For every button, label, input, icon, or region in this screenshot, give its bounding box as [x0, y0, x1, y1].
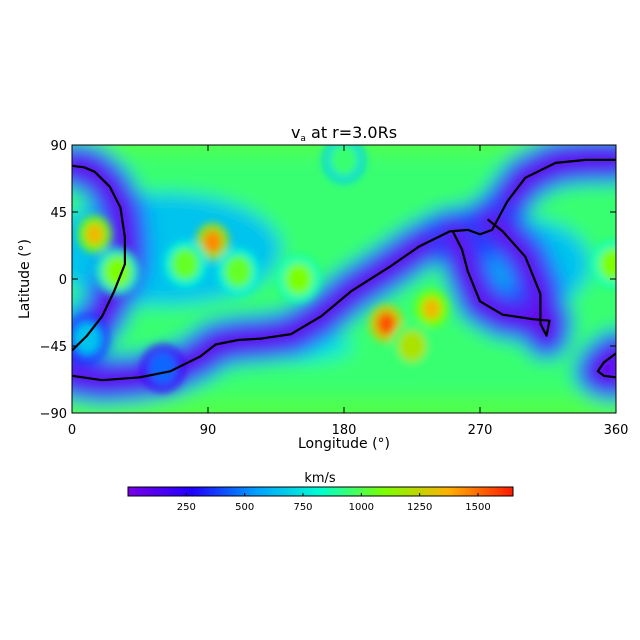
feature-core: [377, 312, 396, 335]
x-axis-label: Longitude (°): [298, 436, 390, 452]
x-tick-label: 360: [604, 423, 629, 438]
colorbar-tick-label: 750: [293, 502, 312, 513]
colorbar-tick-label: 250: [177, 502, 196, 513]
colorbar-tick-label: 1250: [407, 502, 432, 513]
neutral-line: [596, 352, 616, 379]
feature-core: [171, 248, 200, 281]
x-axis: 0 90 180 270 360: [68, 145, 629, 438]
feature-core: [422, 297, 441, 320]
contour-lines: [72, 158, 616, 382]
heatmap-features: [72, 145, 616, 393]
y-axis: 90 45 0 −45 −90: [40, 139, 616, 422]
colorbar-tick-label: 1000: [349, 502, 374, 513]
x-tick-label: 270: [468, 423, 493, 438]
neutral-line: [451, 218, 551, 337]
y-axis-label: Latitude (°): [17, 239, 33, 319]
y-tick-label: 0: [59, 273, 67, 288]
feature-core: [148, 352, 177, 385]
y-tick-label: −45: [40, 340, 67, 355]
feature-core: [203, 230, 222, 253]
x-tick-label: 90: [200, 423, 217, 438]
x-tick-label: 180: [332, 423, 357, 438]
feature-core: [598, 248, 616, 281]
heatmap: [72, 145, 616, 413]
x-tick-label: 0: [68, 423, 76, 438]
chart-title: va at r=3.0Rs: [291, 123, 397, 144]
feature-core: [284, 263, 313, 295]
neutral-line: [72, 164, 126, 352]
y-tick-label: 90: [50, 139, 67, 154]
feature-core: [85, 223, 104, 246]
y-tick-label: 45: [50, 206, 67, 221]
colorbar-label: km/s: [304, 471, 336, 486]
colorbar-tick-label: 1500: [465, 502, 490, 513]
feature-core: [398, 330, 426, 362]
colorbar-tick-label: 500: [235, 502, 254, 513]
colorbar: [127, 486, 514, 497]
neutral-line: [72, 158, 616, 382]
feature-core: [73, 322, 102, 355]
y-tick-label: −90: [40, 407, 67, 422]
feature-core: [224, 255, 253, 288]
colorbar-ticks: 250 500 750 1000 1250 1500: [177, 493, 491, 513]
feature-core: [330, 145, 358, 176]
